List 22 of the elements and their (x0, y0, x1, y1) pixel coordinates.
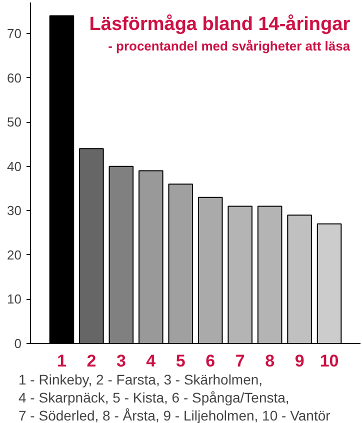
y-tick-label: 50 (7, 114, 22, 130)
text: 1 - Rinkeby, 2 - Farsta, 3 - Skärholmen, (18, 372, 263, 388)
x-tick-label: 7 (235, 352, 245, 370)
x-tick-label: 2 (86, 352, 96, 370)
x-tick-label: 10 (320, 352, 339, 370)
y-tick-label: 70 (7, 26, 22, 41)
x-tick-label: 1 (56, 352, 66, 370)
text: 4 - Skarpnäck, 5 - Kista, 6 - Spånga/Tensta, (18, 390, 290, 406)
y-tick-label: 0 (14, 336, 22, 351)
x-tick-label: 5 (176, 352, 186, 370)
y-tick-label: 10 (7, 292, 22, 307)
x-tick-label: 3 (116, 352, 126, 370)
x-tick-label: 6 (206, 352, 216, 370)
y-tick-label: 20 (7, 247, 22, 262)
y-tick-label: 30 (7, 203, 22, 218)
x-tick-label: 9 (294, 352, 304, 370)
text: Läsförmåga bland 14-åringar (89, 14, 351, 35)
x-tick-label: 4 (146, 352, 156, 370)
x-tick-label: 8 (265, 352, 275, 370)
text: - procentandel med svårigheter att läsa (108, 38, 351, 54)
y-tick-label: 60 (7, 70, 22, 86)
y-tick-label: 40 (7, 158, 22, 174)
